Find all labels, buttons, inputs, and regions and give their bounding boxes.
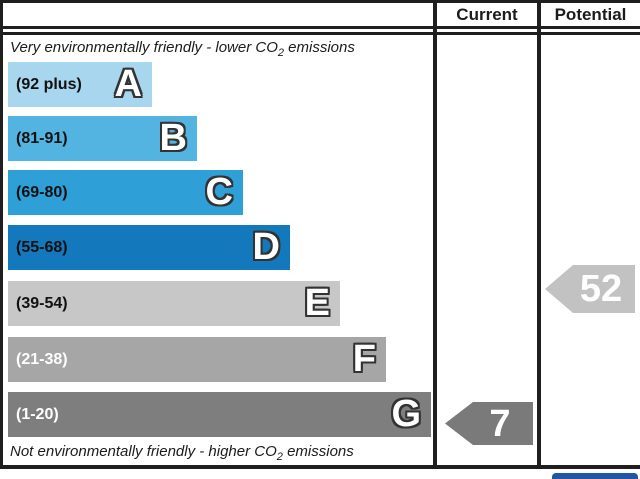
band-letter: D: [252, 226, 280, 268]
eu-flag-partial: [552, 473, 638, 479]
potential-rating-value: 52: [579, 268, 623, 310]
band-range-label: (92 plus): [16, 75, 82, 93]
band-letter: B: [159, 117, 187, 159]
band-range-label: (81-91): [16, 129, 68, 147]
band-letter: E: [304, 282, 330, 324]
current-column-header: Current: [437, 3, 537, 26]
top-note-text: Very environmentally friendly - lower CO: [10, 39, 278, 56]
table-bottom-border: [0, 465, 640, 469]
potential-column-divider: [537, 0, 541, 469]
band-letter: F: [352, 338, 376, 380]
band-letter: G: [391, 393, 421, 435]
top-note-subscript: 2: [277, 47, 284, 59]
band-range-label: (69-80): [16, 183, 68, 201]
potential-column-header-label: Potential: [554, 4, 627, 24]
band-range-label: (39-54): [16, 294, 68, 312]
current-rating-arrow: 7: [445, 402, 533, 445]
bottom-note: Not environmentally friendly - higher CO…: [10, 443, 354, 463]
bottom-note-subscript: 2: [276, 451, 283, 463]
band-letter: C: [205, 171, 233, 213]
potential-rating-arrow: 52: [545, 265, 635, 313]
current-column-header-label: Current: [456, 4, 518, 24]
bottom-note-text: Not environmentally friendly - higher CO: [10, 443, 277, 460]
body-top-border: [0, 32, 640, 35]
band-G: (1-20) G: [8, 392, 431, 437]
header-bottom-border: [0, 26, 640, 29]
table-top-border: [0, 0, 640, 3]
table-left-border: [0, 0, 3, 469]
band-F: (21-38) F: [8, 337, 386, 382]
current-column-divider: [433, 0, 437, 469]
band-D: (55-68) D: [8, 225, 290, 270]
potential-column-header: Potential: [541, 3, 640, 26]
current-rating-value: 7: [489, 402, 511, 445]
band-letter: A: [114, 63, 142, 105]
band-range-label: (1-20): [16, 405, 59, 423]
bottom-note-suffix: emissions: [282, 443, 354, 460]
band-A: (92 plus) A: [8, 62, 152, 107]
top-note-suffix: emissions: [284, 39, 355, 56]
band-range-label: (55-68): [16, 238, 68, 256]
band-E: (39-54) E: [8, 281, 340, 326]
band-C: (69-80) C: [8, 170, 243, 215]
top-note: Very environmentally friendly - lower CO…: [10, 39, 355, 59]
band-range-label: (21-38): [16, 350, 68, 368]
band-B: (81-91) B: [8, 116, 197, 161]
